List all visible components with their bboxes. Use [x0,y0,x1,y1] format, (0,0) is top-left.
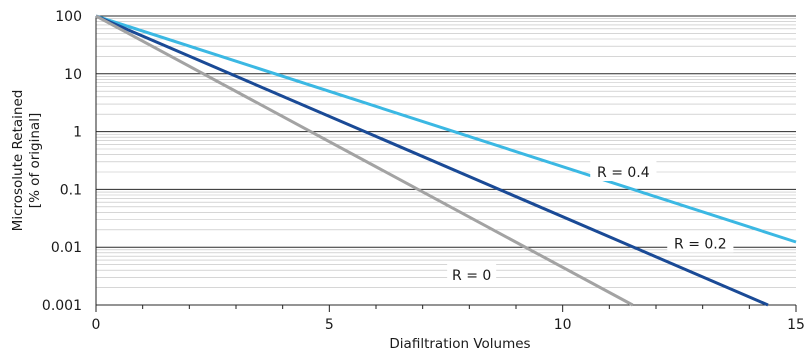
y-tick-label: 0.01 [51,240,82,256]
series-label-r-0.2: R = 0.2 [667,232,734,253]
y-tick-label: 0.1 [60,182,82,198]
y-axis-title-line: [% of original] [27,113,43,208]
axis-titles: Diafiltration Volumes Microsolute Retaine… [10,90,531,352]
y-axis-title-line: Microsolute Retained [10,90,26,232]
x-axis-title: Diafiltration Volumes [389,336,530,352]
series-line-r-0.4 [95,14,797,244]
axes: 100 10 1 0.1 0.01 0.001 0 5 10 15 [42,9,805,333]
series-labels: R = 0.4 R = 0.2 R = 0 [447,161,734,285]
grid [96,15,796,306]
series-line-r-0 [95,14,634,307]
series-label-bg [667,232,734,253]
x-tick-label: 5 [325,317,334,333]
series-label-r-0.4: R = 0.4 [590,161,657,182]
series-label-bg [590,161,657,182]
series-label-text: R = 0 [452,268,491,284]
y-tick-label: 0.001 [42,298,82,314]
y-tick-label: 1 [73,125,82,141]
x-tick-label: 15 [787,317,805,333]
x-tick-label: 10 [554,317,572,333]
series-lines [95,14,797,307]
series-line-r-0.2 [95,14,769,307]
series-label-text: R = 0.2 [674,237,727,253]
x-tick-label: 0 [92,317,101,333]
series-label-text: R = 0.4 [597,165,650,181]
series-label-bg [447,264,497,285]
y-tick-label: 10 [64,67,82,83]
series-label-r-0: R = 0 [447,264,497,285]
y-tick-label: 100 [55,9,82,25]
